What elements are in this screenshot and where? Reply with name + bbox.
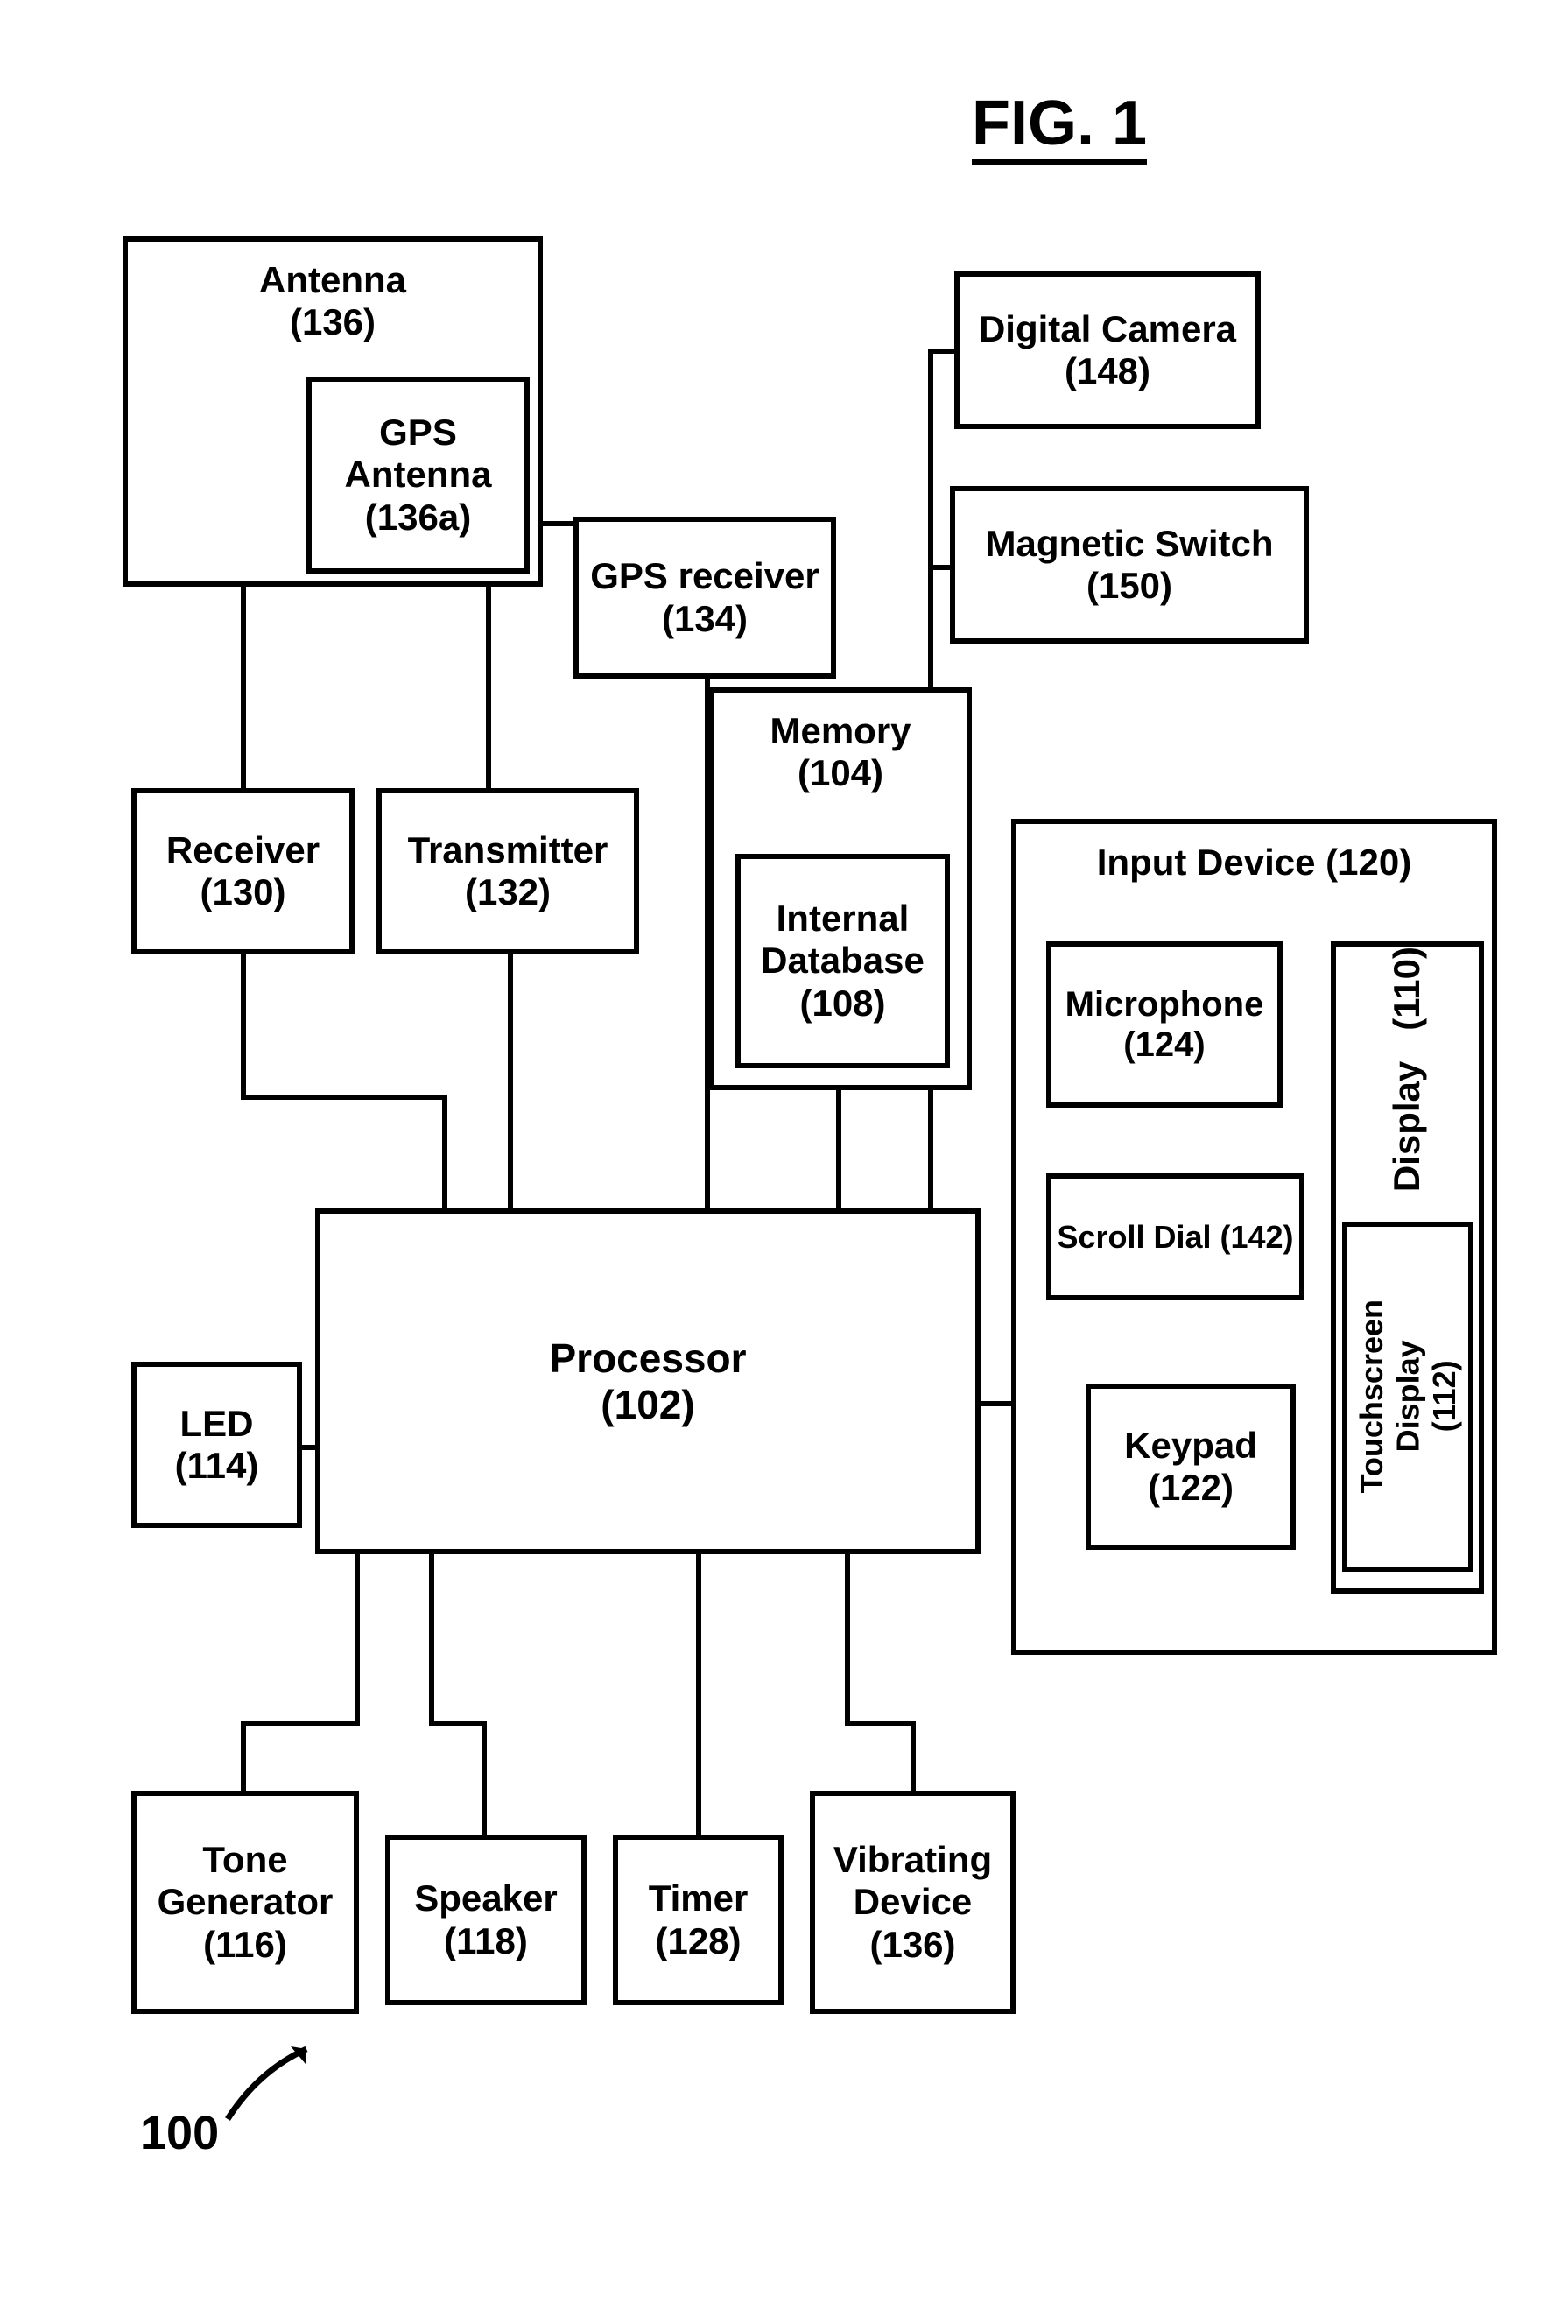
edge [928,565,950,570]
edge [241,587,246,788]
block-touchscreen-label1: Touchscreen [1354,1299,1389,1493]
block-keypad: Keypad (122) [1086,1384,1296,1550]
block-tone-generator-label1: Tone [202,1839,287,1881]
edge [836,1090,841,1208]
block-magnetic-switch-label2: (150) [1086,565,1172,607]
block-display-label1: Display [1386,1061,1427,1192]
edge [302,1445,315,1450]
edge [911,1721,916,1791]
block-transmitter: Transmitter (132) [376,788,639,954]
block-led-label1: LED [180,1403,254,1445]
block-microphone: Microphone (124) [1046,941,1283,1108]
block-internal-database-label1: Internal [777,898,910,940]
edge [928,349,954,354]
block-touchscreen-label2: Display [1389,1299,1425,1493]
block-keypad-label2: (122) [1148,1467,1234,1509]
edge [241,1721,246,1791]
figure-title-text: FIG. 1 [972,88,1147,158]
block-gps-antenna-label3: (136a) [365,496,471,539]
block-gps-receiver-label2: (134) [662,598,748,640]
block-antenna-label2: (136) [290,301,376,343]
block-tone-generator-label2: Generator [158,1881,334,1923]
block-gps-antenna-label2: Antenna [345,454,492,496]
block-internal-database: Internal Database (108) [735,854,950,1068]
block-processor-label1: Processor [549,1335,746,1382]
block-digital-camera-label1: Digital Camera [979,308,1236,350]
block-digital-camera: Digital Camera (148) [954,271,1261,429]
block-timer-label2: (128) [655,1920,741,1962]
block-gps-receiver: GPS receiver (134) [573,517,836,679]
figure-title: FIG. 1 [972,88,1147,165]
block-magnetic-switch-label1: Magnetic Switch [985,523,1273,565]
block-magnetic-switch: Magnetic Switch (150) [950,486,1309,644]
block-led: LED (114) [131,1362,302,1528]
edge [241,1095,442,1100]
block-led-label2: (114) [175,1445,259,1487]
block-speaker-label1: Speaker [414,1877,557,1919]
block-receiver-label1: Receiver [166,829,320,871]
block-touchscreen-display: Touchscreen Display (112) [1342,1222,1473,1572]
reference-arrow-icon [223,2036,337,2123]
block-transmitter-label2: (132) [465,871,551,913]
block-vibrating-device-label1: Vibrating [833,1839,992,1881]
block-vibrating-device: Vibrating Device (136) [810,1791,1016,2014]
edge [981,1401,1011,1406]
edge [429,1554,434,1721]
block-gps-antenna: GPS Antenna (136a) [306,377,530,574]
block-transmitter-label1: Transmitter [408,829,608,871]
block-input-device-label1: Input Device (120) [1097,842,1411,884]
block-internal-database-label2: Database [761,940,925,982]
block-vibrating-device-label3: (136) [869,1924,955,1966]
block-gps-receiver-label1: GPS receiver [590,555,819,597]
diagram-canvas: FIG. 1 100 Antenna (136) GPS Antenna (13… [0,0,1568,2324]
reference-number-text: 100 [140,2107,219,2159]
edge [845,1721,911,1726]
edge [241,954,246,1095]
block-digital-camera-label2: (148) [1065,350,1150,392]
block-timer-label1: Timer [649,1877,749,1919]
block-scroll-dial: Scroll Dial (142) [1046,1173,1304,1300]
block-processor-label2: (102) [601,1382,694,1428]
edge [696,1554,701,1835]
edge [486,587,491,788]
block-receiver: Receiver (130) [131,788,355,954]
block-receiver-label2: (130) [200,871,285,913]
block-display-label2: (110) [1386,947,1427,1031]
block-vibrating-device-label2: Device [854,1881,972,1923]
edge [482,1721,487,1835]
block-microphone-label2: (124) [1123,1025,1205,1065]
edge [429,1721,482,1726]
block-touchscreen-label3: (112) [1426,1299,1462,1493]
block-speaker-label2: (118) [444,1920,528,1962]
edge [845,1554,850,1721]
block-timer: Timer (128) [613,1835,784,2005]
block-antenna-label1: Antenna [259,259,406,301]
block-scroll-dial-label1: Scroll Dial (142) [1057,1219,1293,1255]
block-keypad-label1: Keypad [1124,1425,1257,1467]
block-microphone-label1: Microphone [1065,984,1264,1025]
reference-number: 100 [140,2106,219,2160]
edge [355,1554,360,1721]
block-tone-generator-label3: (116) [203,1924,287,1966]
block-gps-antenna-label1: GPS [379,412,457,454]
edge [241,1721,360,1726]
block-processor: Processor (102) [315,1208,981,1554]
block-tone-generator: Tone Generator (116) [131,1791,359,2014]
block-memory-label2: (104) [798,752,883,794]
block-internal-database-label3: (108) [799,982,885,1025]
edge [442,1095,447,1208]
block-speaker: Speaker (118) [385,1835,587,2005]
edge [508,954,513,1208]
block-memory-label1: Memory [770,710,911,752]
